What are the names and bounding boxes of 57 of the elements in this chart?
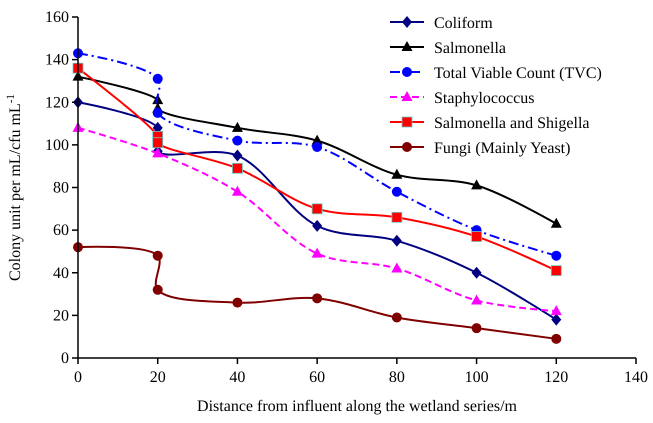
point (392, 234, 402, 247)
point (152, 137, 164, 148)
point (472, 323, 482, 334)
point (232, 136, 242, 146)
point (312, 293, 322, 304)
point (550, 265, 562, 276)
legend-label: Coliform (434, 15, 494, 32)
point (152, 108, 163, 118)
y-tick-label: 0 (61, 350, 69, 367)
legend-label: Staphylococcus (434, 90, 534, 107)
y-tick-label: 20 (53, 307, 69, 324)
legend-label: Total Viable Count (TVC) (434, 65, 602, 82)
point (152, 284, 163, 295)
legend-label: Salmonella and Shigella (434, 115, 590, 132)
point (472, 266, 482, 279)
x-tick-label: 60 (309, 369, 326, 386)
x-tick-label: 80 (388, 369, 405, 386)
point (391, 168, 402, 179)
x-tick-label: 100 (464, 369, 489, 386)
y-tick-label: 80 (53, 180, 69, 196)
legend-label: Fungi (Mainly Yeast) (434, 140, 570, 157)
point (152, 74, 163, 84)
x-tick-label: 140 (624, 369, 648, 386)
y-tick-label: 60 (53, 222, 69, 240)
x-tick-label: 40 (229, 369, 246, 386)
point (232, 122, 243, 132)
point (550, 218, 562, 228)
point (232, 162, 243, 174)
point (471, 294, 482, 304)
point (312, 203, 323, 214)
x-axis-title: Distance from influent along the wetland series/m (197, 398, 518, 415)
x-tick-label: 120 (544, 369, 568, 386)
point (551, 314, 562, 326)
point (551, 250, 562, 261)
point (312, 220, 322, 232)
y-tick-label: 120 (45, 94, 69, 112)
y-tick-label: 160 (45, 9, 69, 26)
point (232, 150, 242, 162)
y-tick-label: 100 (45, 136, 69, 154)
point (312, 248, 323, 258)
point (550, 305, 562, 316)
point (391, 262, 402, 272)
point (232, 298, 242, 308)
x-tick-label: 0 (74, 369, 82, 386)
point (392, 186, 402, 197)
y-tick-label: 40 (53, 264, 69, 282)
point (152, 250, 163, 261)
point (471, 179, 482, 190)
point (551, 334, 562, 344)
point (391, 212, 402, 223)
x-tick-label: 20 (150, 369, 166, 386)
point (312, 142, 322, 152)
point (471, 231, 482, 242)
y-tick-label: 140 (45, 52, 69, 69)
point (232, 186, 243, 196)
point (392, 312, 402, 323)
legend-label: Salmonella (434, 40, 506, 57)
